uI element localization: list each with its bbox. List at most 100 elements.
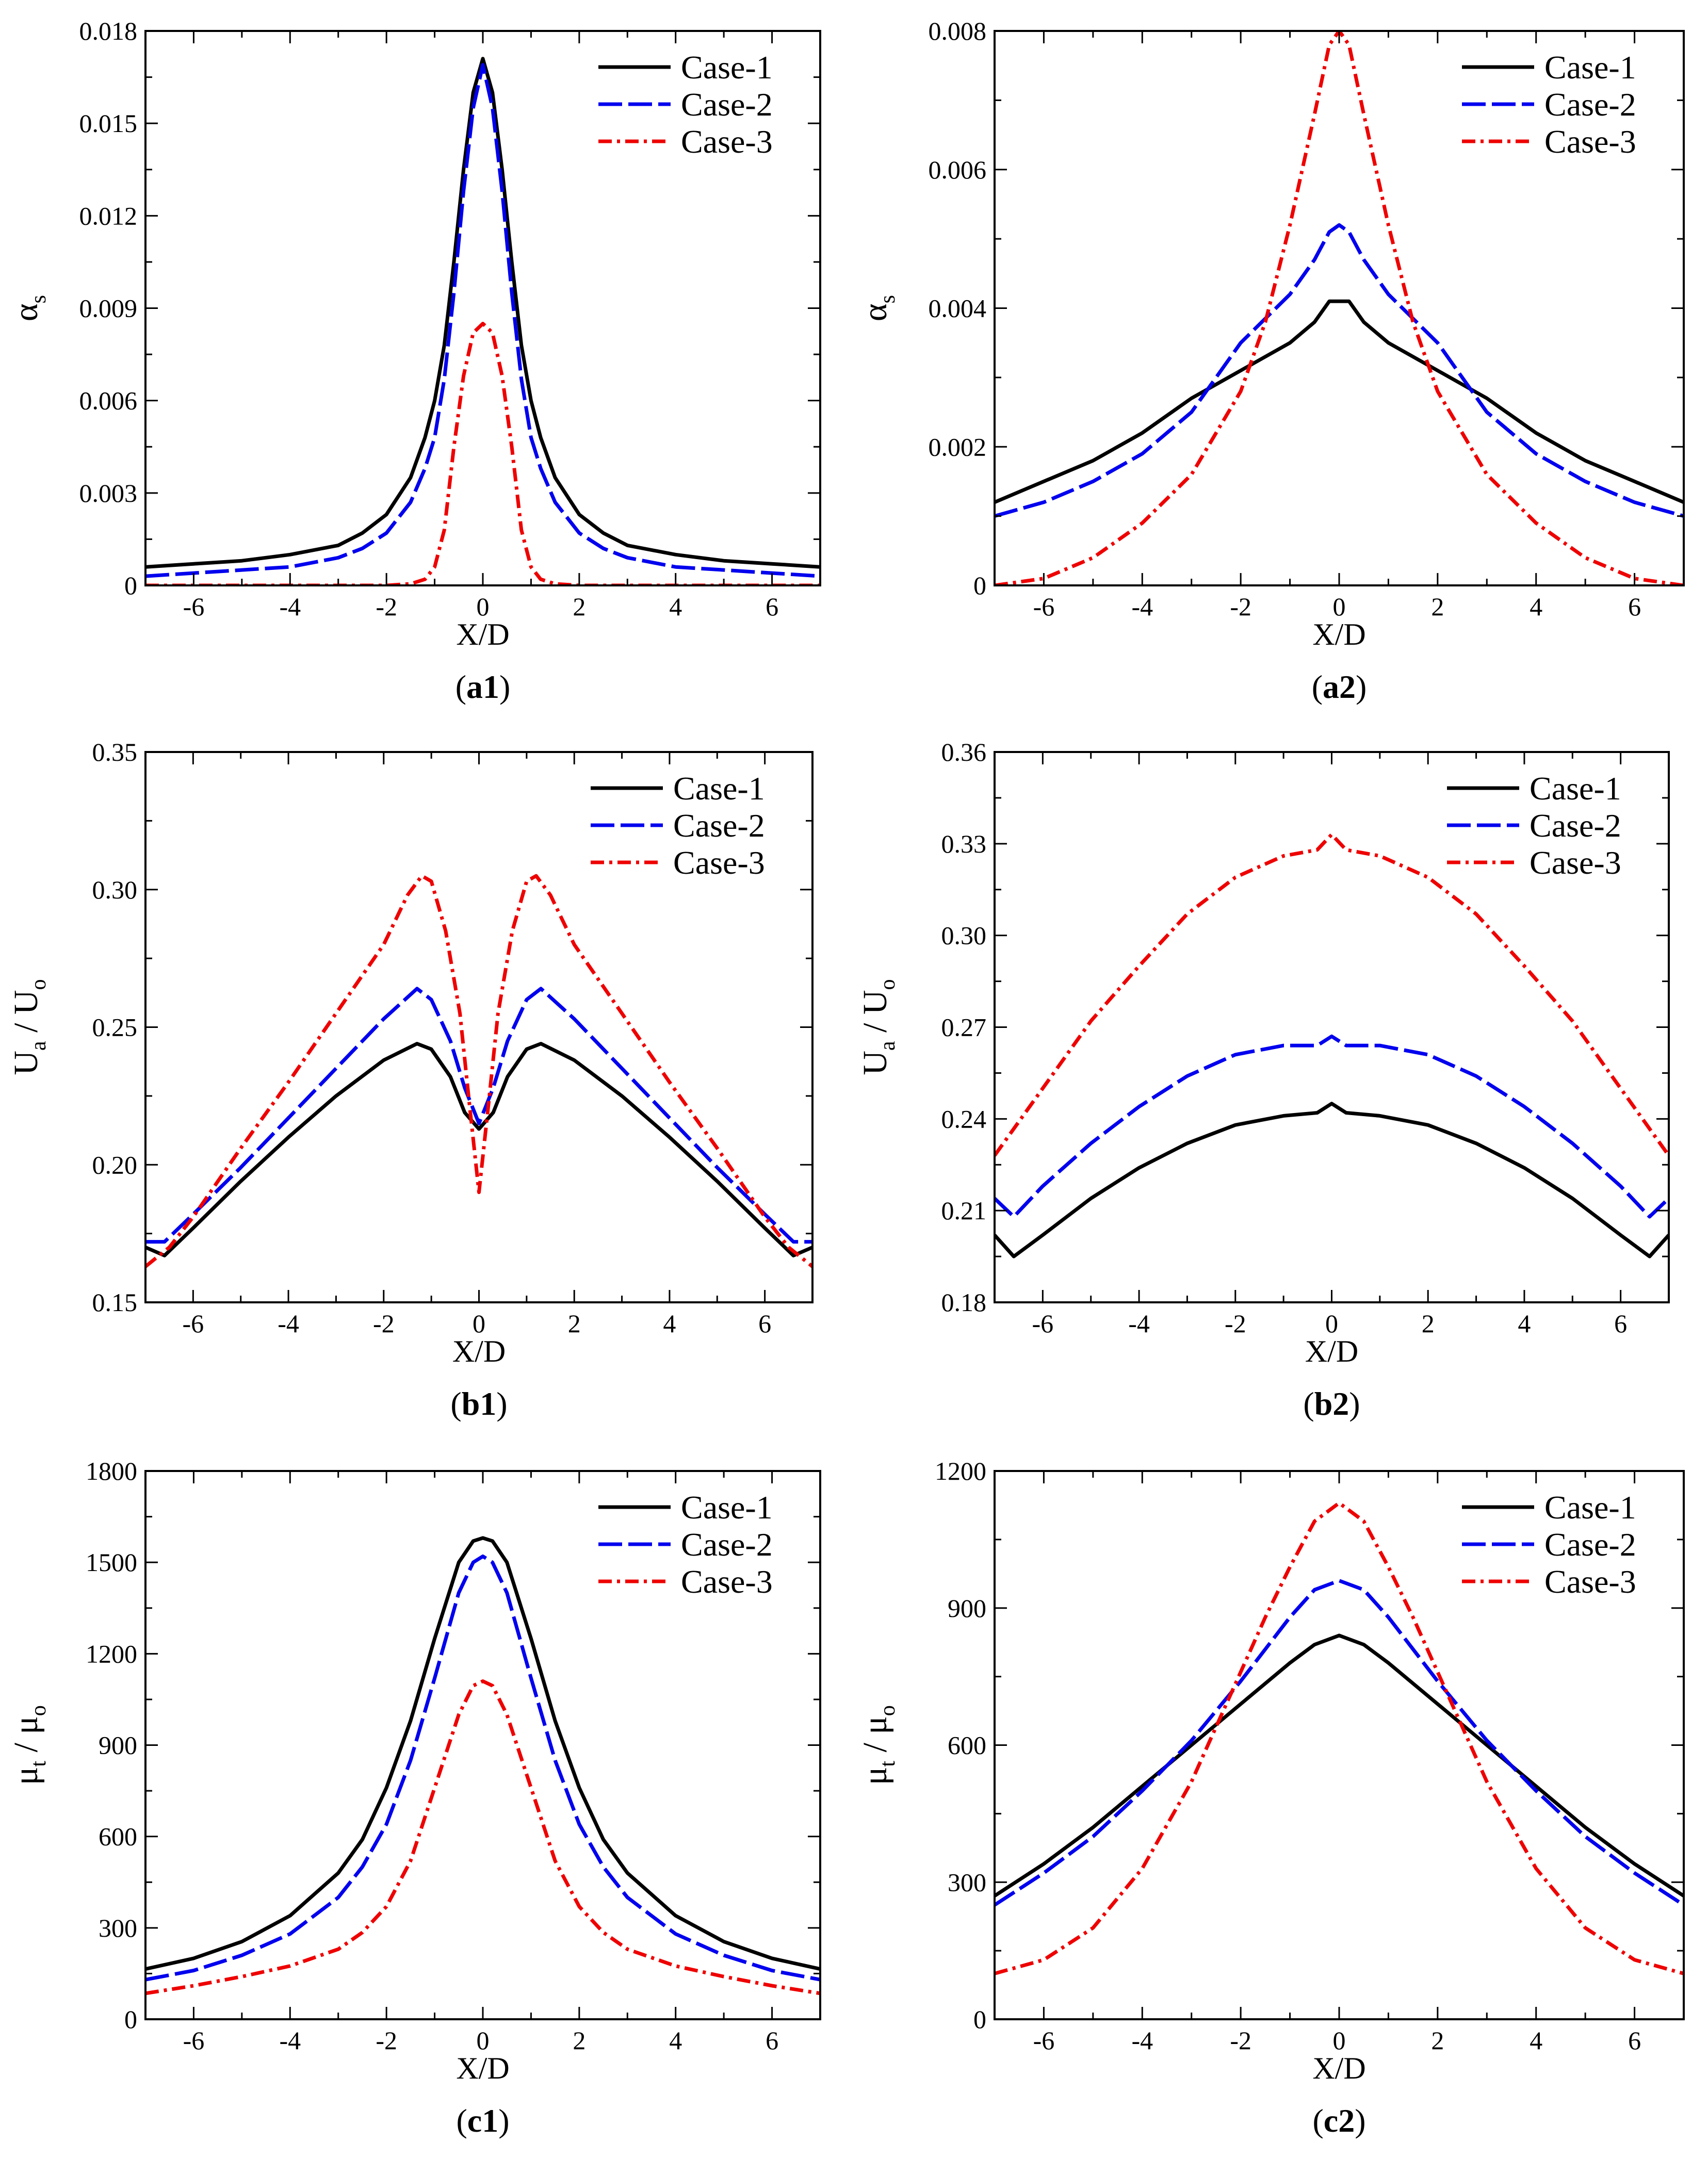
y-tick-label: 1200: [86, 1639, 137, 1668]
series-line-case-3: [995, 1501, 1684, 1975]
x-axis-label: X/D: [1312, 617, 1365, 651]
panel-caption: (b1): [450, 1385, 507, 1422]
y-tick-label: 0.21: [941, 1196, 987, 1225]
legend-label: Case-3: [1530, 844, 1621, 881]
chart-panel-a1: -6 -4 -2 0 2 4 6 0 0.003 0.006 0.009 0.012 0.015 0.01…: [7, 17, 821, 705]
y-axis-label: αs: [856, 295, 900, 321]
x-tick-label: 6: [758, 1309, 771, 1338]
y-label-main: α: [856, 303, 894, 321]
x-tick-label: 4: [669, 2026, 682, 2055]
y-label-main: μ: [7, 1767, 45, 1785]
x-tick-label: 2: [568, 1309, 581, 1338]
x-tick-label: 6: [1614, 1309, 1627, 1338]
y-tick-label: 0.35: [92, 738, 138, 766]
y-tick-label: 1500: [86, 1548, 137, 1577]
x-tick-label: 0: [1325, 1309, 1338, 1338]
x-tick-label: 4: [669, 592, 682, 621]
caption-open-paren: (: [456, 668, 466, 705]
y-tick-label: 0.25: [92, 1013, 138, 1042]
x-tick-label: 4: [1530, 2026, 1542, 2055]
y-label-sub: t: [876, 1761, 900, 1767]
caption-close-paren: ): [496, 1385, 507, 1422]
series-line-case-2: [145, 63, 820, 578]
y-tick-label: 1800: [86, 1457, 137, 1485]
panel-caption: (c1): [456, 2102, 509, 2139]
y-tick-label: 0.20: [92, 1150, 138, 1179]
legend-label: Case-2: [1530, 807, 1621, 844]
panel-caption: (a2): [1312, 668, 1367, 705]
legend-label: Case-2: [673, 807, 765, 844]
x-tick-label: 2: [573, 2026, 585, 2055]
y-tick-label: 0.006: [929, 155, 987, 184]
caption-open-paren: (: [450, 1385, 461, 1422]
series-line-case-2: [995, 1579, 1684, 1907]
x-tick-label: 0: [1333, 592, 1346, 621]
series-line-case-3: [995, 832, 1669, 1157]
y-label-sub: t: [27, 1761, 51, 1767]
y-axis-label: Ua / Uo: [7, 979, 51, 1075]
panel-caption: (c2): [1312, 2102, 1365, 2139]
x-tick-label: 2: [1431, 592, 1444, 621]
y-tick-label: 1200: [935, 1457, 986, 1485]
y-tick-label: 300: [948, 1868, 986, 1897]
series-line-case-3: [145, 1679, 820, 1996]
y-tick-label: 0.003: [79, 479, 138, 508]
caption-close-paren: ): [1356, 668, 1367, 705]
x-tick-label: 0: [477, 2026, 490, 2055]
caption-label: a1: [466, 668, 499, 705]
legend-label: Case-2: [681, 86, 773, 123]
y-label-main: U: [7, 1051, 45, 1075]
caption-close-paren: ): [498, 2102, 509, 2139]
panel-caption: (a1): [456, 668, 511, 705]
y-tick-label: 0.012: [79, 201, 138, 230]
y-tick-label: 0.004: [929, 294, 987, 323]
caption-label: c1: [467, 2102, 498, 2139]
x-axis-label: X/D: [1305, 1334, 1358, 1368]
x-tick-label: 2: [1422, 1309, 1435, 1338]
x-tick-label: -4: [278, 1309, 299, 1338]
series-line-case-2: [995, 1034, 1669, 1219]
caption-open-paren: (: [1312, 668, 1323, 705]
x-tick-label: -4: [279, 592, 301, 621]
series-line-case-1: [995, 1102, 1669, 1258]
y-tick-label: 0.30: [941, 921, 987, 950]
x-tick-label: -2: [376, 592, 397, 621]
y-label-sub2: o: [876, 979, 900, 990]
y-tick-label: 900: [948, 1594, 986, 1623]
x-tick-label: 6: [766, 592, 778, 621]
legend-label: Case-3: [681, 123, 773, 160]
y-tick-label: 0.006: [79, 386, 138, 415]
x-tick-label: -6: [1033, 2026, 1055, 2055]
y-label-main: U: [856, 1051, 894, 1075]
y-tick-label: 0.18: [941, 1288, 987, 1317]
y-tick-label: 0.018: [79, 17, 138, 45]
series-line-case-2: [995, 223, 1684, 518]
x-tick-label: 0: [1333, 2026, 1346, 2055]
legend-label: Case-3: [1544, 123, 1636, 160]
series-line-case-1: [145, 1042, 812, 1257]
series-line-case-2: [145, 987, 812, 1244]
series-line-case-1: [995, 1633, 1684, 1898]
x-tick-label: 4: [1530, 592, 1542, 621]
caption-label: c2: [1324, 2102, 1355, 2139]
caption-label: b1: [462, 1385, 497, 1422]
legend-label: Case-2: [681, 1526, 773, 1563]
x-tick-label: -2: [1230, 592, 1251, 621]
x-tick-label: -6: [1033, 592, 1055, 621]
caption-close-paren: ): [1349, 1385, 1360, 1422]
x-tick-label: -6: [183, 1309, 204, 1338]
legend-label: Case-1: [681, 1489, 773, 1526]
x-tick-label: -4: [1131, 2026, 1153, 2055]
y-tick-label: 0.009: [79, 294, 138, 323]
x-tick-label: -2: [1230, 2026, 1251, 2055]
legend-label: Case-1: [1544, 49, 1636, 86]
x-tick-label: 0: [477, 592, 490, 621]
x-tick-label: 4: [1518, 1309, 1531, 1338]
y-label-sub2: o: [27, 1705, 51, 1716]
legend-label: Case-3: [673, 844, 765, 881]
caption-label: b2: [1314, 1385, 1349, 1422]
legend-label: Case-1: [1530, 770, 1621, 807]
y-label-rest: / U: [856, 990, 894, 1041]
y-label-sub2: o: [27, 979, 51, 990]
